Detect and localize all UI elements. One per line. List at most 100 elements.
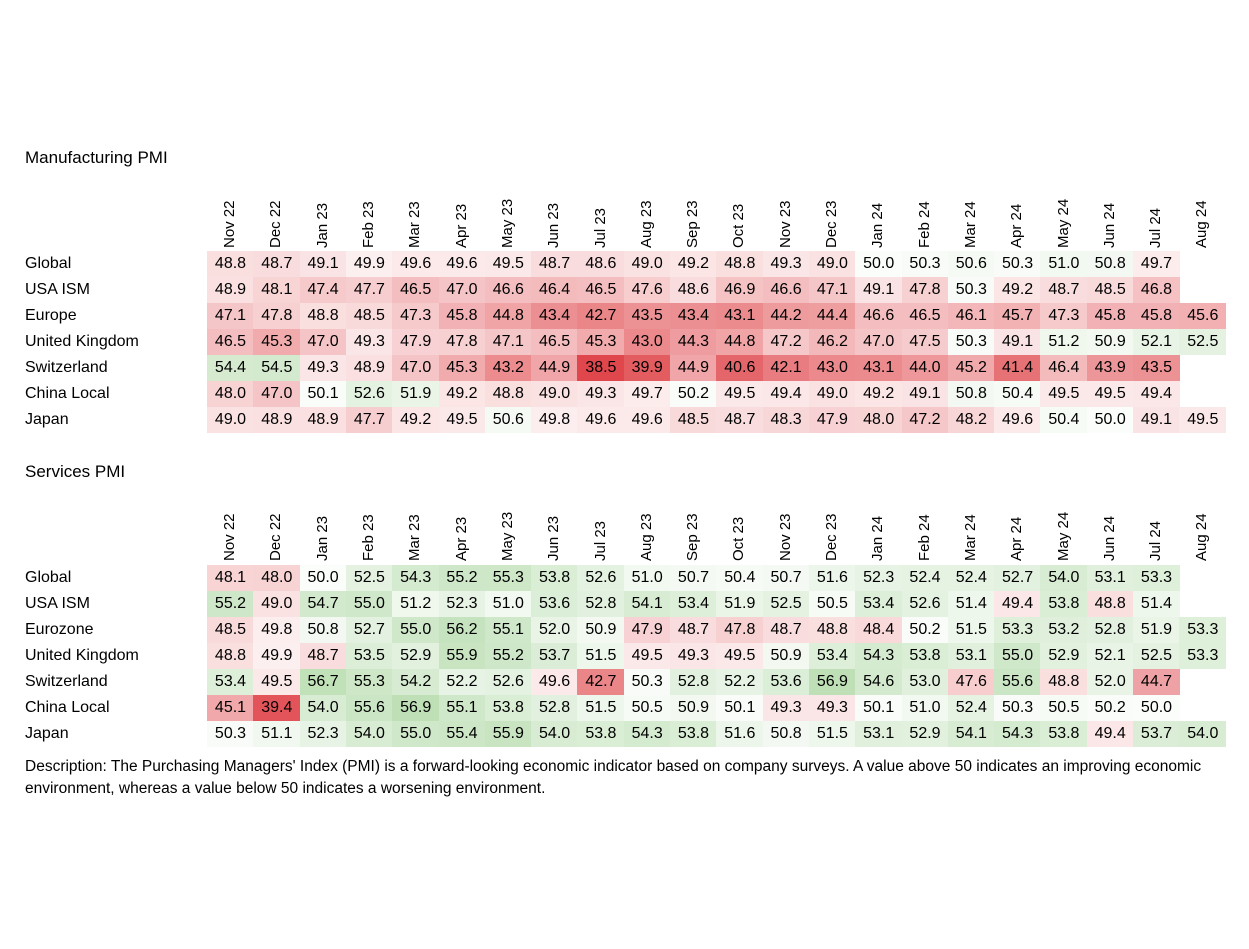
heatmap-cell: 48.0	[207, 381, 254, 407]
column-header: Feb 23	[360, 514, 378, 561]
heatmap-cell: 54.6	[855, 669, 903, 695]
heatmap-cell: 47.9	[808, 407, 856, 433]
column-header: Jun 23	[545, 515, 563, 561]
column-header: Jun 23	[545, 202, 563, 248]
heatmap-cell: 55.3	[484, 565, 532, 591]
column-header: May 24	[1054, 511, 1072, 561]
heatmap-cell: 52.9	[392, 643, 440, 669]
heatmap-cell: 50.3	[947, 277, 995, 303]
heatmap-cell: 56.9	[392, 695, 440, 721]
heatmap-cell: 54.3	[994, 721, 1042, 747]
row-label: USA ISM	[25, 281, 90, 298]
heatmap-cell: 47.1	[808, 277, 856, 303]
heatmap-cell: 44.2	[762, 303, 810, 329]
heatmap-cell: 53.4	[207, 669, 254, 695]
row-label: USA ISM	[25, 595, 90, 612]
heatmap-cell: 56.9	[808, 669, 856, 695]
heatmap-cell: 55.2	[484, 643, 532, 669]
heatmap-cell: 51.9	[1133, 617, 1180, 643]
heatmap-cell: 50.3	[947, 329, 995, 355]
heatmap-cell: 53.3	[1179, 643, 1227, 669]
heatmap-cell: 52.3	[855, 565, 903, 591]
column-header: Mar 24	[961, 201, 979, 248]
column-header: Jun 24	[1100, 515, 1118, 561]
heatmap-cell: 53.8	[670, 721, 717, 747]
heatmap-cell: 52.5	[345, 565, 393, 591]
heatmap-cell: 49.5	[1040, 381, 1088, 407]
heatmap-cell: 50.3	[623, 669, 671, 695]
heatmap-cell: 51.2	[392, 591, 440, 617]
heatmap-cell: 48.7	[762, 617, 810, 643]
heatmap-cell: 47.9	[623, 617, 671, 643]
heatmap-cell: 47.0	[438, 277, 486, 303]
heatmap-cell: 53.4	[670, 591, 717, 617]
heatmap-cell: 55.1	[438, 695, 486, 721]
heatmap-cell: 42.1	[762, 355, 810, 381]
heatmap-cell: 49.3	[762, 695, 810, 721]
column-header: Feb 23	[360, 201, 378, 248]
heatmap-cell: 47.5	[901, 329, 949, 355]
heatmap-cell: 48.7	[670, 617, 717, 643]
heatmap-cell: 46.4	[1040, 355, 1088, 381]
column-header: Jan 24	[869, 202, 887, 248]
heatmap-cell: 53.8	[1040, 721, 1088, 747]
heatmap-cell: 55.9	[484, 721, 532, 747]
heatmap-cell: 48.5	[670, 407, 717, 433]
heatmap-cell: 42.7	[577, 669, 625, 695]
heatmap-cell: 52.6	[577, 565, 625, 591]
heatmap-cell: 51.4	[947, 591, 995, 617]
heatmap-cell: 54.0	[1040, 565, 1088, 591]
heatmap-cell: 49.0	[808, 251, 856, 277]
heatmap-cell: 46.5	[392, 277, 440, 303]
heatmap-cell: 52.2	[716, 669, 764, 695]
heatmap-cell: 48.5	[345, 303, 393, 329]
heatmap-cell: 44.9	[670, 355, 717, 381]
heatmap-cell: 52.3	[299, 721, 347, 747]
heatmap-cell: 49.7	[1133, 251, 1180, 277]
heatmap-cell: 49.5	[438, 407, 486, 433]
heatmap-cell: 45.1	[207, 695, 254, 721]
heatmap-cell: 50.9	[577, 617, 625, 643]
column-header: Jan 24	[869, 515, 887, 561]
heatmap-cell: 48.1	[253, 277, 301, 303]
heatmap-cell: 54.3	[392, 565, 440, 591]
heatmap-cell: 52.8	[670, 669, 717, 695]
heatmap-cell: 51.2	[1040, 329, 1088, 355]
column-header: Jul 24	[1147, 520, 1165, 561]
heatmap-cell: 43.0	[808, 355, 856, 381]
heatmap-cell: 47.6	[623, 277, 671, 303]
heatmap-cell: 49.7	[623, 381, 671, 407]
heatmap-cell: 47.9	[392, 329, 440, 355]
heatmap-cell: 49.5	[623, 643, 671, 669]
heatmap-cell: 53.2	[1040, 617, 1088, 643]
heatmap-cell: 50.4	[1040, 407, 1088, 433]
heatmap-cell: 47.6	[947, 669, 995, 695]
heatmap-cell: 51.5	[577, 695, 625, 721]
heatmap-cell: 54.0	[1179, 721, 1227, 747]
heatmap-cell: 49.5	[716, 643, 764, 669]
heatmap-cell: 49.6	[623, 407, 671, 433]
heatmap-cell: 49.0	[531, 381, 579, 407]
heatmap-cell: 45.2	[947, 355, 995, 381]
heatmap-cell: 52.6	[345, 381, 393, 407]
column-header: Aug 23	[637, 513, 655, 561]
column-header: Sep 23	[684, 513, 702, 561]
heatmap-cell: 49.2	[670, 251, 717, 277]
row-label: Switzerland	[25, 359, 108, 376]
column-header: Feb 24	[915, 514, 933, 561]
heatmap-cell: 47.4	[299, 277, 347, 303]
heatmap-cell: 55.3	[345, 669, 393, 695]
heatmap-cell: 52.4	[947, 695, 995, 721]
heatmap-cell: 49.2	[392, 407, 440, 433]
column-header: Oct 23	[730, 203, 748, 248]
heatmap-cell: 43.4	[531, 303, 579, 329]
heatmap-cell: 44.8	[716, 329, 764, 355]
heatmap-cell: 50.9	[670, 695, 717, 721]
heatmap-cell: 49.2	[855, 381, 903, 407]
heatmap-cell: 47.0	[299, 329, 347, 355]
heatmap-cell: 50.0	[855, 251, 903, 277]
heatmap-cell: 50.6	[484, 407, 532, 433]
heatmap-cell: 49.3	[670, 643, 717, 669]
heatmap-cell: 52.5	[762, 591, 810, 617]
heatmap-cell: 52.6	[901, 591, 949, 617]
